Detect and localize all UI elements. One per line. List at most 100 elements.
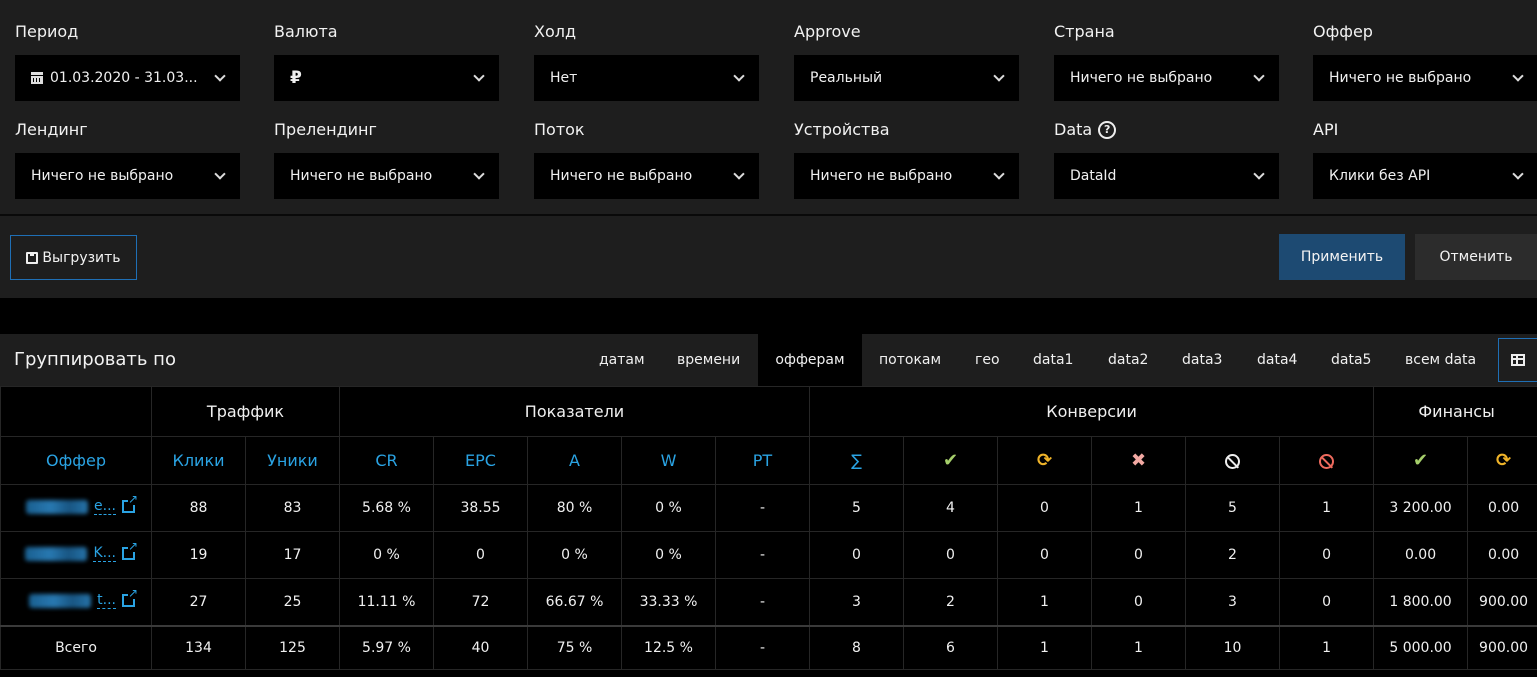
export-button[interactable]: Выгрузить	[10, 235, 137, 280]
external-link-icon[interactable]	[122, 540, 138, 561]
col-cr[interactable]: CR	[339, 436, 434, 485]
offer-cell: t...	[0, 578, 152, 626]
table-cell: 0	[997, 531, 1092, 579]
stats-table: Траффик Показатели Конверсии Финансы Офф…	[0, 386, 1537, 670]
actions-bar: Выгрузить Применить Отменить	[0, 216, 1537, 298]
col-finance-hold[interactable]: ⟳	[1467, 436, 1537, 485]
col-a[interactable]: A	[527, 436, 622, 485]
reject-icon: ✖	[1130, 450, 1147, 471]
check-icon: ✔	[1413, 450, 1429, 471]
col-rejected[interactable]: ✖	[1091, 436, 1186, 485]
chevron-down-icon	[733, 70, 745, 82]
country-select[interactable]: Ничего не выбрано	[1054, 55, 1279, 101]
tab-all-data[interactable]: всем data	[1405, 352, 1477, 368]
filters-divider	[0, 214, 1537, 216]
prelanding-select[interactable]: Ничего не выбрано	[274, 153, 499, 199]
total-cell: 12.5 %	[621, 624, 716, 670]
table-cell: 2	[903, 578, 998, 626]
ban-icon	[1225, 454, 1240, 469]
col-trash[interactable]	[1185, 436, 1280, 485]
table-cell: 0.00	[1373, 531, 1469, 579]
landing-select[interactable]: Ничего не выбрано	[15, 153, 240, 199]
group-header-conversions: Конверсии	[808, 386, 1375, 437]
table-cell: 66.67 %	[527, 578, 622, 626]
help-icon[interactable]: ?	[1098, 120, 1117, 139]
external-link-icon[interactable]	[122, 493, 138, 514]
offer-name-tail: K...	[93, 545, 116, 563]
col-offer[interactable]: Оффер	[0, 436, 152, 485]
table-cell: 0	[1091, 578, 1186, 626]
filter-hold-label: Холд	[534, 22, 577, 41]
col-clicks[interactable]: Клики	[151, 436, 246, 485]
total-cell: 8	[809, 624, 904, 670]
table-cell: 17	[245, 531, 340, 579]
devices-select[interactable]: Ничего не выбрано	[794, 153, 1019, 199]
tab-offers[interactable]: офферам	[758, 334, 862, 386]
offer-cell: K...	[0, 531, 152, 579]
data-value: DataId	[1070, 168, 1117, 184]
tab-data5[interactable]: data5	[1331, 352, 1372, 368]
data-select[interactable]: DataId	[1054, 153, 1279, 199]
chevron-down-icon	[1253, 168, 1265, 180]
col-blocked[interactable]	[1278, 436, 1375, 485]
tab-data4[interactable]: data4	[1257, 352, 1298, 368]
total-cell: 40	[433, 624, 528, 670]
approve-value: Реальный	[810, 70, 883, 86]
filter-data-label: Data ?	[1054, 120, 1117, 139]
group-header-empty	[0, 386, 152, 437]
total-cell: 134	[151, 624, 246, 670]
table-cell: 0	[1278, 531, 1375, 579]
col-sum[interactable]: ∑	[809, 436, 904, 485]
table-cell: 0	[1091, 531, 1186, 579]
api-value: Клики без API	[1329, 168, 1431, 184]
tab-data2[interactable]: data2	[1108, 352, 1149, 368]
col-epc[interactable]: EPC	[433, 436, 528, 485]
tab-geo[interactable]: гео	[975, 352, 1000, 368]
stream-select[interactable]: Ничего не выбрано	[534, 153, 759, 199]
chevron-down-icon	[214, 70, 226, 82]
col-approved[interactable]: ✔	[903, 436, 998, 485]
col-w[interactable]: W	[621, 436, 716, 485]
col-uniques[interactable]: Уники	[245, 436, 340, 485]
external-link-icon[interactable]	[122, 587, 138, 607]
table-view-button[interactable]	[1498, 338, 1537, 382]
table-cell: 1	[997, 578, 1092, 626]
tab-time[interactable]: времени	[677, 352, 741, 368]
col-pt[interactable]: PT	[715, 436, 810, 485]
table-total-row: Всего 134 125 5.97 % 40 75 % 12.5 % -8 6 1 1 10 1 5 0…	[0, 624, 1537, 670]
col-hold[interactable]: ⟳	[997, 436, 1092, 485]
offer-value: Ничего не выбрано	[1329, 70, 1472, 86]
table-cell: 0.00	[1467, 484, 1537, 532]
period-value: 01.03.2020 - 31.03...	[50, 70, 198, 86]
table-cell: 88	[151, 484, 246, 532]
api-select[interactable]: Клики без API	[1313, 153, 1537, 199]
table-cell: 80 %	[527, 484, 622, 532]
filter-prelanding-label: Прелендинг	[274, 120, 377, 139]
landing-value: Ничего не выбрано	[31, 168, 174, 184]
offer-link[interactable]: t...	[29, 587, 138, 609]
country-value: Ничего не выбрано	[1070, 70, 1213, 86]
tab-data3[interactable]: data3	[1182, 352, 1223, 368]
cancel-button[interactable]: Отменить	[1415, 234, 1537, 280]
table-cell: 4	[903, 484, 998, 532]
table-cell: 5	[809, 484, 904, 532]
apply-button[interactable]: Применить	[1279, 234, 1405, 280]
hold-select[interactable]: Нет	[534, 55, 759, 101]
approve-select[interactable]: Реальный	[794, 55, 1019, 101]
filter-devices-label: Устройства	[794, 120, 890, 139]
hold-icon: ⟳	[1496, 450, 1512, 471]
col-finance-approved[interactable]: ✔	[1373, 436, 1469, 485]
prelanding-value: Ничего не выбрано	[290, 168, 433, 184]
period-select[interactable]: 01.03.2020 - 31.03...	[15, 55, 240, 101]
tab-streams[interactable]: потокам	[879, 352, 942, 368]
offer-name-redacted	[29, 593, 92, 608]
table-cell: -	[715, 578, 810, 626]
offer-select[interactable]: Ничего не выбрано	[1313, 55, 1537, 101]
tab-data1[interactable]: data1	[1033, 352, 1074, 368]
currency-select[interactable]: ₽	[274, 55, 499, 101]
filter-country-label: Страна	[1054, 22, 1115, 41]
tab-dates[interactable]: датам	[599, 352, 645, 368]
offer-link[interactable]: e...	[26, 493, 138, 516]
offer-link[interactable]: K...	[25, 540, 138, 563]
